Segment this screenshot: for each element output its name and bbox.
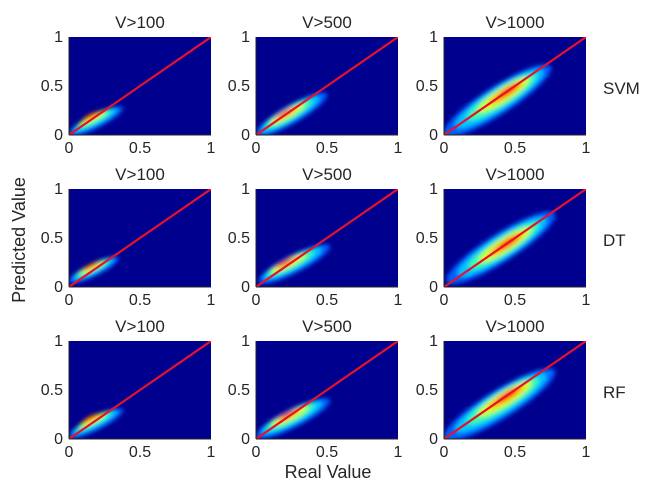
- x-tick-label: 0: [440, 444, 449, 461]
- y-tick-label: 0: [429, 127, 438, 144]
- y-tick-label: 0.5: [228, 78, 250, 95]
- identity-line: [444, 189, 586, 287]
- subplot-rf-2: 0 0.5 1 0 0.5 1 V>500: [228, 317, 403, 461]
- x-tick-label: 0: [252, 444, 261, 461]
- subplot-title: V>500: [302, 13, 352, 32]
- x-tick-label: 0: [65, 444, 74, 461]
- identity-line: [444, 37, 586, 135]
- density-level-5: [82, 111, 101, 122]
- y-tick-label: 0: [54, 127, 63, 144]
- y-tick-label: 1: [54, 333, 63, 350]
- x-tick-label: 0.5: [504, 444, 526, 461]
- subplot-title: V>500: [302, 317, 352, 336]
- x-tick-label: 1: [394, 292, 403, 309]
- subplot-title: V>1000: [485, 165, 544, 184]
- x-tick-label: 0.5: [316, 292, 338, 309]
- y-tick-label: 0: [429, 279, 438, 296]
- x-tick-label: 1: [207, 444, 216, 461]
- y-tick-label: 0.5: [228, 230, 250, 247]
- identity-line: [256, 341, 398, 439]
- y-tick-label: 0: [241, 127, 250, 144]
- y-tick-label: 0: [429, 431, 438, 448]
- y-tick-label: 1: [241, 29, 250, 46]
- subplot-dt-1: 0 0.5 1 0 0.5 1 V>100: [41, 165, 216, 309]
- subplot-rf-1: 0 0.5 1 0 0.5 1 V>100: [41, 317, 216, 461]
- y-tick-label: 0: [54, 279, 63, 296]
- subplot-svm-3: 0 0.5 1 0 0.5 1 V>1000: [416, 13, 591, 157]
- x-tick-label: 1: [394, 140, 403, 157]
- x-tick-label: 0: [252, 292, 261, 309]
- subplot-title: V>100: [115, 317, 165, 336]
- y-tick-label: 1: [241, 181, 250, 198]
- subplot-rf-3: 0 0.5 1 0 0.5 1 V>1000: [416, 317, 591, 461]
- y-tick-label: 0: [54, 431, 63, 448]
- x-tick-label: 0.5: [129, 444, 151, 461]
- y-tick-label: 0.5: [41, 382, 63, 399]
- subplot-title: V>1000: [485, 13, 544, 32]
- y-tick-label: 0.5: [416, 78, 438, 95]
- identity-line: [256, 189, 398, 287]
- x-tick-label: 0: [252, 140, 261, 157]
- y-tick-label: 0: [241, 279, 250, 296]
- identity-line: [69, 189, 211, 287]
- y-tick-label: 0.5: [416, 230, 438, 247]
- density-level-6: [280, 410, 294, 419]
- x-tick-label: 0.5: [504, 140, 526, 157]
- x-tick-label: 1: [582, 140, 591, 157]
- y-tick-label: 1: [54, 181, 63, 198]
- x-tick-label: 0.5: [316, 140, 338, 157]
- subplot-title: V>500: [302, 165, 352, 184]
- row-label-dt: DT: [603, 231, 626, 250]
- x-tick-label: 0: [440, 292, 449, 309]
- x-axis-label: Real Value: [285, 462, 372, 482]
- x-tick-label: 0: [440, 140, 449, 157]
- y-tick-label: 0.5: [41, 78, 63, 95]
- identity-line: [256, 37, 398, 135]
- y-tick-label: 0.5: [416, 382, 438, 399]
- density-level-5: [82, 413, 101, 424]
- y-tick-label: 1: [54, 29, 63, 46]
- row-label-svm: SVM: [603, 79, 640, 98]
- identity-line: [444, 341, 586, 439]
- density-level-6: [85, 262, 95, 268]
- density-level-6: [85, 414, 96, 421]
- x-tick-label: 1: [207, 140, 216, 157]
- subplot-title: V>100: [115, 165, 165, 184]
- x-tick-label: 1: [207, 292, 216, 309]
- density-level-6: [85, 112, 96, 119]
- subplot-title: V>100: [115, 13, 165, 32]
- x-tick-label: 0: [65, 292, 74, 309]
- subplot-title: V>1000: [485, 317, 544, 336]
- y-tick-label: 0: [241, 431, 250, 448]
- y-tick-label: 0.5: [228, 382, 250, 399]
- subplot-dt-3: 0 0.5 1 0 0.5 1 V>1000: [416, 165, 591, 309]
- subplot-dt-2: 0 0.5 1 0 0.5 1 V>500: [228, 165, 403, 309]
- density-level-6: [277, 109, 291, 118]
- identity-line: [69, 341, 211, 439]
- x-tick-label: 0.5: [129, 292, 151, 309]
- identity-line: [69, 37, 211, 135]
- x-tick-label: 0.5: [316, 444, 338, 461]
- y-tick-label: 0.5: [41, 230, 63, 247]
- y-tick-label: 1: [429, 29, 438, 46]
- y-tick-label: 1: [429, 333, 438, 350]
- x-tick-label: 1: [394, 444, 403, 461]
- density-level-6: [277, 258, 291, 267]
- y-tick-label: 1: [241, 333, 250, 350]
- x-tick-label: 1: [582, 444, 591, 461]
- row-label-rf: RF: [603, 383, 626, 402]
- subplot-svm-1: 0 0.5 1 0 0.5 1 V>100: [41, 13, 216, 157]
- x-tick-label: 0.5: [129, 140, 151, 157]
- y-tick-label: 1: [429, 181, 438, 198]
- x-tick-label: 0: [65, 140, 74, 157]
- x-tick-label: 1: [582, 292, 591, 309]
- subplot-svm-2: 0 0.5 1 0 0.5 1 V>500: [228, 13, 403, 157]
- x-tick-label: 0.5: [504, 292, 526, 309]
- y-axis-label: Predicted Value: [9, 177, 29, 303]
